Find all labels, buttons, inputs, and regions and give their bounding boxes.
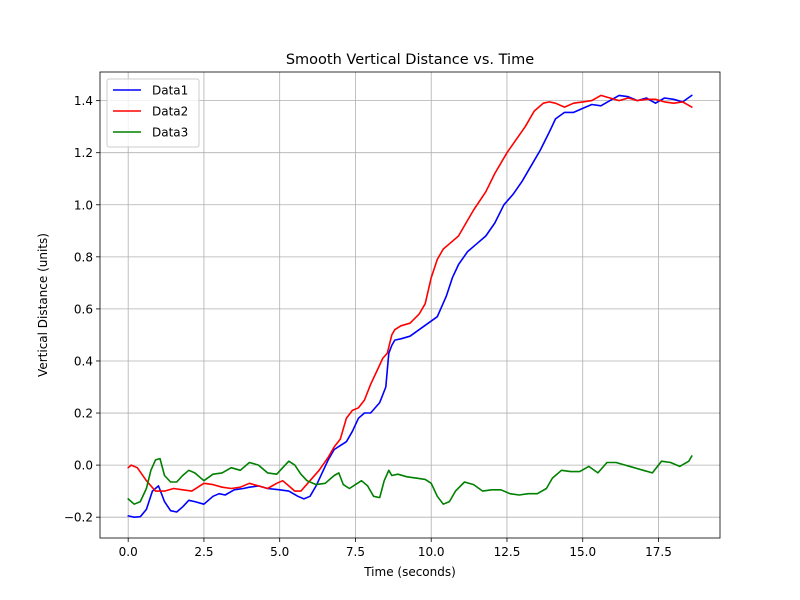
series-line-data3: [127, 455, 693, 506]
plot-area-frame: [99, 71, 721, 539]
x-tick-label: 17.5: [645, 545, 672, 559]
y-axis-ticks: −0.2 0.0 0.2 0.4 0.6 0.8 1.0 1.2 1.4: [64, 94, 100, 525]
legend-label-data2: Data2: [152, 105, 188, 119]
legend: Data1 Data2 Data3: [106, 78, 200, 148]
x-tick-label: 0.0: [119, 545, 138, 559]
x-tick-label: 5.0: [270, 545, 289, 559]
grid-lines: [100, 72, 720, 538]
y-tick-label: 1.0: [74, 198, 93, 212]
series-lines: [127, 94, 693, 519]
y-tick-label: 1.4: [74, 94, 93, 108]
y-tick-label: 0.2: [74, 407, 93, 421]
x-axis-label: Time (seconds): [363, 565, 456, 579]
x-tick-label: 10.0: [418, 545, 445, 559]
series-line-data2: [127, 94, 693, 492]
y-tick-label: 0.0: [74, 459, 93, 473]
legend-label-data3: Data3: [152, 126, 188, 140]
chart-title: Smooth Vertical Distance vs. Time: [286, 52, 534, 68]
series-line-data1: [127, 94, 693, 519]
x-tick-label: 7.5: [346, 545, 365, 559]
x-tick-label: 12.5: [494, 545, 521, 559]
y-axis-label: Vertical Distance (units): [36, 233, 50, 377]
x-tick-label: 15.0: [569, 545, 596, 559]
y-tick-label: 1.2: [74, 146, 93, 160]
legend-box: [106, 78, 200, 148]
x-axis-ticks: 0.0 2.5 5.0 7.5 10.0 12.5 15.0 17.5: [119, 538, 672, 559]
legend-label-data1: Data1: [152, 84, 188, 98]
y-tick-label: 0.8: [74, 250, 93, 264]
y-tick-label: 0.6: [74, 302, 93, 316]
y-tick-label: −0.2: [64, 511, 93, 525]
x-tick-label: 2.5: [194, 545, 213, 559]
y-tick-label: 0.4: [74, 354, 93, 368]
